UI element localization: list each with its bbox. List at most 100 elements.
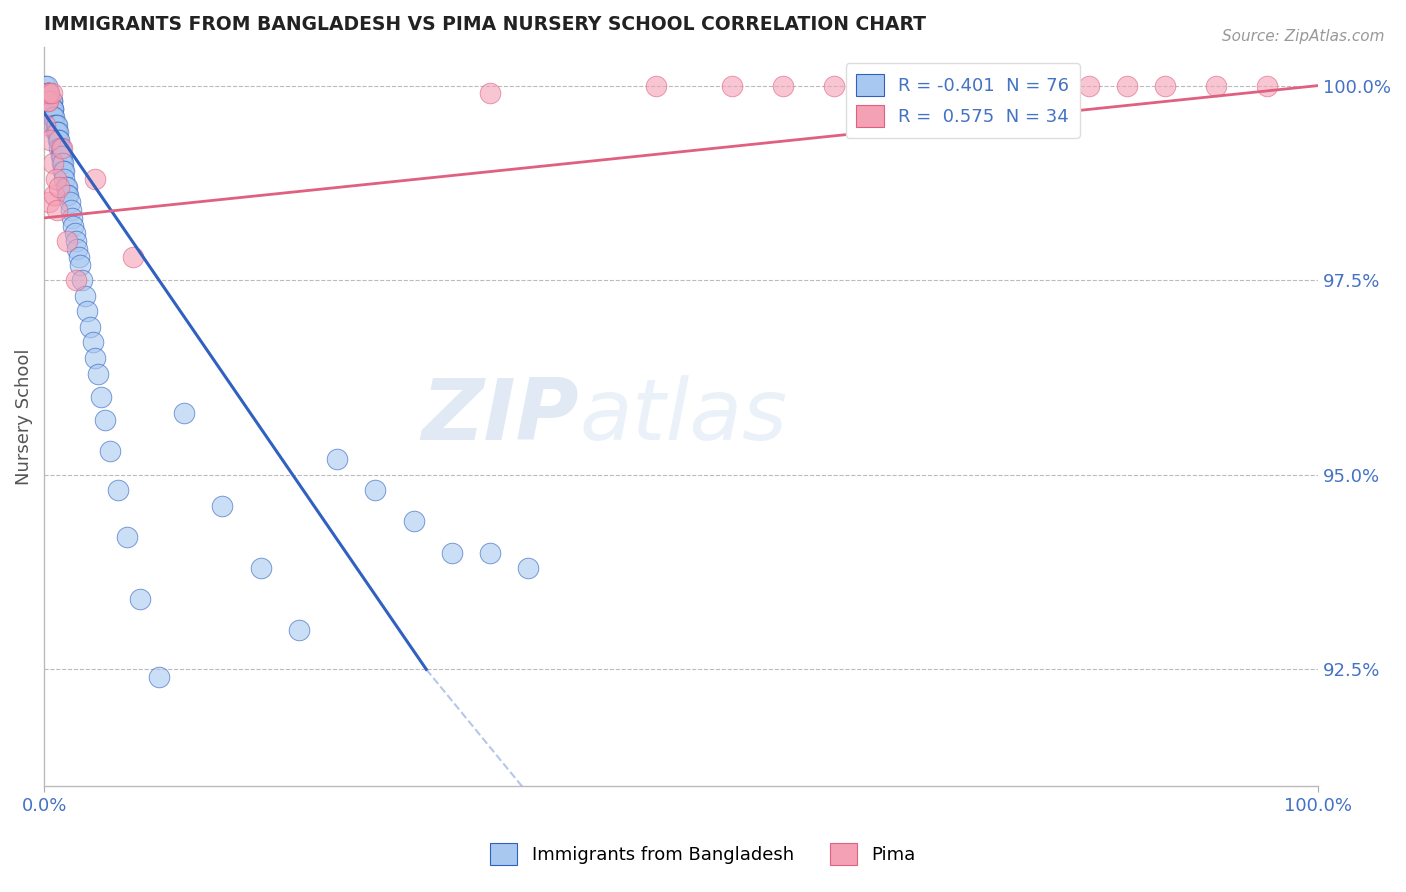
Point [107, 483, 129, 498]
Point [44, 187, 66, 202]
Point [288, 624, 311, 638]
Point [49, 141, 72, 155]
Point [1154, 78, 1177, 93]
Point [55, 179, 77, 194]
Point [35, 94, 58, 108]
Point [39, 94, 62, 108]
Point [37, 94, 59, 108]
Point [440, 546, 463, 560]
Point [51, 141, 73, 155]
Point [1077, 78, 1099, 93]
Point [42, 156, 65, 170]
Point [52, 156, 75, 170]
Point [65, 273, 87, 287]
Point [148, 670, 170, 684]
Point [37, 87, 59, 101]
Legend: Immigrants from Bangladesh, Pima: Immigrants from Bangladesh, Pima [484, 836, 922, 872]
Point [84, 172, 107, 186]
Point [45, 172, 67, 186]
Point [82, 335, 104, 350]
Point [51, 148, 73, 162]
Y-axis label: Nursery School: Nursery School [15, 348, 32, 484]
Point [35, 87, 58, 101]
Point [34, 78, 56, 93]
Point [860, 78, 883, 93]
Point [86, 367, 108, 381]
Point [53, 172, 76, 186]
Text: atlas: atlas [579, 375, 787, 458]
Point [1116, 78, 1139, 93]
Point [37, 87, 59, 101]
Point [84, 351, 107, 365]
Text: IMMIGRANTS FROM BANGLADESH VS PIMA NURSERY SCHOOL CORRELATION CHART: IMMIGRANTS FROM BANGLADESH VS PIMA NURSE… [44, 15, 927, 34]
Point [173, 405, 195, 419]
Point [46, 133, 69, 147]
Point [479, 87, 502, 101]
Point [950, 78, 973, 93]
Point [39, 102, 62, 116]
Point [56, 187, 79, 202]
Point [41, 94, 63, 108]
Point [66, 242, 89, 256]
Point [41, 102, 63, 116]
Point [42, 102, 65, 116]
Text: ZIP: ZIP [422, 375, 579, 458]
Point [45, 203, 67, 218]
Point [326, 452, 349, 467]
Point [56, 179, 79, 194]
Point [45, 118, 67, 132]
Point [122, 250, 145, 264]
Point [44, 110, 66, 124]
Point [58, 187, 80, 202]
Point [772, 78, 794, 93]
Text: Source: ZipAtlas.com: Source: ZipAtlas.com [1222, 29, 1385, 44]
Point [49, 148, 72, 162]
Point [517, 561, 540, 575]
Point [56, 234, 79, 248]
Point [94, 413, 117, 427]
Point [1205, 78, 1227, 93]
Point [35, 78, 58, 93]
Point [479, 546, 502, 560]
Point [45, 125, 67, 139]
Point [98, 444, 121, 458]
Point [39, 133, 62, 147]
Point [115, 530, 138, 544]
Point [53, 164, 76, 178]
Point [37, 94, 59, 108]
Point [925, 78, 948, 93]
Point [42, 102, 65, 116]
Point [76, 304, 98, 318]
Point [44, 118, 66, 132]
Point [38, 195, 60, 210]
Point [38, 94, 60, 108]
Point [128, 592, 150, 607]
Point [65, 234, 87, 248]
Point [73, 289, 96, 303]
Point [41, 94, 63, 108]
Point [39, 94, 62, 108]
Point [721, 78, 744, 93]
Point [37, 87, 59, 101]
Point [45, 118, 67, 132]
Point [823, 78, 845, 93]
Point [72, 273, 94, 287]
Point [45, 125, 67, 139]
Point [58, 195, 80, 210]
Point [249, 561, 271, 575]
Point [988, 78, 1011, 93]
Point [35, 94, 58, 108]
Point [38, 87, 60, 101]
Point [1256, 78, 1278, 93]
Point [63, 227, 86, 241]
Point [59, 203, 82, 218]
Point [364, 483, 387, 498]
Legend: R = -0.401  N = 76, R =  0.575  N = 34: R = -0.401 N = 76, R = 0.575 N = 34 [845, 63, 1080, 138]
Point [1026, 78, 1049, 93]
Point [41, 87, 63, 101]
Point [69, 258, 91, 272]
Point [46, 125, 69, 139]
Point [644, 78, 666, 93]
Point [79, 319, 101, 334]
Point [67, 250, 90, 264]
